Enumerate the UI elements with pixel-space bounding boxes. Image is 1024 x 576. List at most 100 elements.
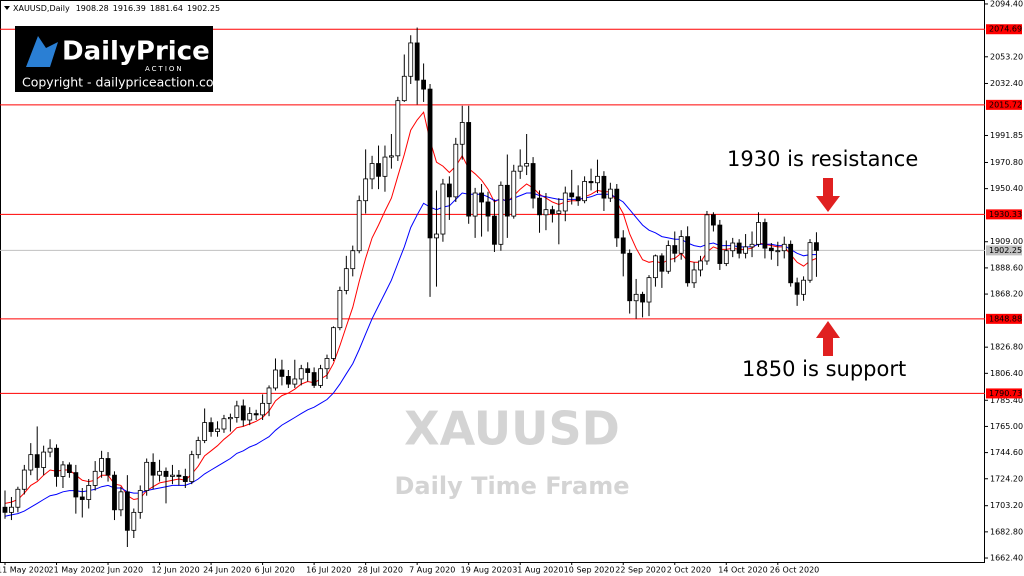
candle-body — [466, 122, 472, 217]
candle-body — [550, 209, 555, 214]
y-tick-label: 2032.40 — [990, 79, 1023, 88]
candle-body — [524, 163, 530, 167]
x-tick-label: 21 May 2020 — [49, 566, 101, 575]
ohlc-low: 1881.64 — [150, 4, 183, 13]
candle-body — [511, 170, 517, 217]
candle-body — [112, 474, 117, 511]
candle-body — [756, 222, 761, 245]
candle-body — [79, 496, 85, 500]
header: XAUUSD,Daily 1908.28 1916.39 1881.64 1902.25 — [13, 4, 220, 13]
plot-frame — [0, 0, 985, 563]
candle-body — [646, 277, 652, 303]
candle-body — [768, 247, 774, 252]
candle-body — [189, 454, 195, 482]
candle-body — [743, 246, 748, 254]
candle-body — [698, 260, 703, 271]
candle-body — [253, 413, 259, 416]
candle-body — [781, 243, 787, 252]
candle-body — [176, 474, 182, 477]
candle-body — [614, 188, 620, 239]
candle-body — [73, 472, 79, 498]
candle-body — [517, 165, 523, 172]
level-tag — [986, 209, 1022, 220]
candle-body — [292, 378, 298, 385]
y-tick-label: 1806.40 — [990, 369, 1023, 378]
arrow-down — [816, 178, 840, 212]
level-label: 1902.25 — [989, 246, 1022, 255]
candle-body — [485, 201, 491, 217]
x-tick-label: 24 Jun 2020 — [203, 566, 251, 575]
candle-body — [479, 192, 484, 203]
level-label: 1848.88 — [989, 314, 1022, 323]
candle-body — [163, 470, 169, 477]
candle-body — [21, 469, 27, 490]
candle-body — [170, 474, 175, 477]
candle-body — [408, 42, 414, 77]
candle-body — [318, 368, 323, 386]
candle-body — [414, 42, 420, 81]
candle-body — [356, 200, 362, 252]
candle-body — [736, 242, 742, 254]
candle-body — [388, 155, 394, 158]
candle-body — [640, 293, 645, 303]
y-tick-label: 1909.00 — [990, 237, 1023, 246]
ohlc-open: 1908.28 — [76, 4, 109, 13]
candle-body — [492, 215, 497, 245]
candle-body — [227, 417, 233, 420]
candle-body — [305, 368, 311, 373]
candle-body — [562, 192, 568, 212]
y-tick-label: 2053.20 — [990, 52, 1023, 61]
x-tick-label: 10 Sep 2020 — [564, 566, 615, 575]
candle-body — [672, 245, 678, 254]
candle-body — [588, 181, 594, 184]
candle-body — [221, 418, 227, 430]
level-tag — [986, 99, 1022, 110]
candle-body — [543, 209, 549, 216]
candle-body — [601, 175, 607, 199]
candle-body — [279, 369, 285, 377]
ohlc-high: 1916.39 — [113, 4, 146, 13]
y-tick-label: 1868.20 — [990, 290, 1023, 299]
candle-body — [498, 184, 504, 245]
level-label: 1790.73 — [989, 389, 1022, 398]
x-tick-label: 28 Jul 2020 — [358, 566, 403, 575]
candles — [2, 27, 819, 547]
candle-body — [28, 454, 34, 471]
candle-body — [337, 290, 343, 329]
x-tick-label: 2 Jun 2020 — [100, 566, 143, 575]
level-label: 1930.33 — [989, 210, 1022, 219]
level-tag — [986, 24, 1022, 35]
candle-body — [105, 458, 111, 476]
logo-tagline: ACTION — [145, 65, 184, 73]
y-tick-label: 1991.85 — [990, 131, 1023, 140]
candle-body — [446, 183, 452, 198]
candle-body — [208, 422, 214, 432]
candle-body — [459, 122, 465, 145]
candle-body — [607, 188, 613, 199]
x-tick-label: 22 Sep 2020 — [615, 566, 666, 575]
symbol: XAUUSD,Daily — [13, 4, 70, 13]
candle-body — [86, 485, 92, 500]
candle-body — [215, 428, 220, 432]
y-tick-label: 1724.20 — [990, 474, 1023, 483]
candle-body — [704, 214, 710, 262]
candle-body — [195, 440, 201, 456]
candle-body — [382, 156, 388, 177]
candle-body — [234, 405, 240, 418]
candle-body — [440, 183, 446, 235]
candle-body — [401, 75, 407, 102]
candle-body — [9, 506, 14, 513]
candle-body — [131, 511, 137, 531]
candle-body — [247, 413, 253, 421]
candle-body — [343, 268, 349, 291]
candle-body — [15, 488, 21, 508]
candle-body — [537, 197, 542, 216]
candle-body — [794, 282, 800, 295]
level-tag — [986, 245, 1022, 256]
candle-body — [350, 250, 356, 270]
candle-body — [504, 184, 510, 217]
candle-body — [801, 279, 806, 295]
candle-body — [633, 293, 639, 302]
candle-body — [324, 358, 330, 370]
candle-body — [2, 506, 8, 513]
